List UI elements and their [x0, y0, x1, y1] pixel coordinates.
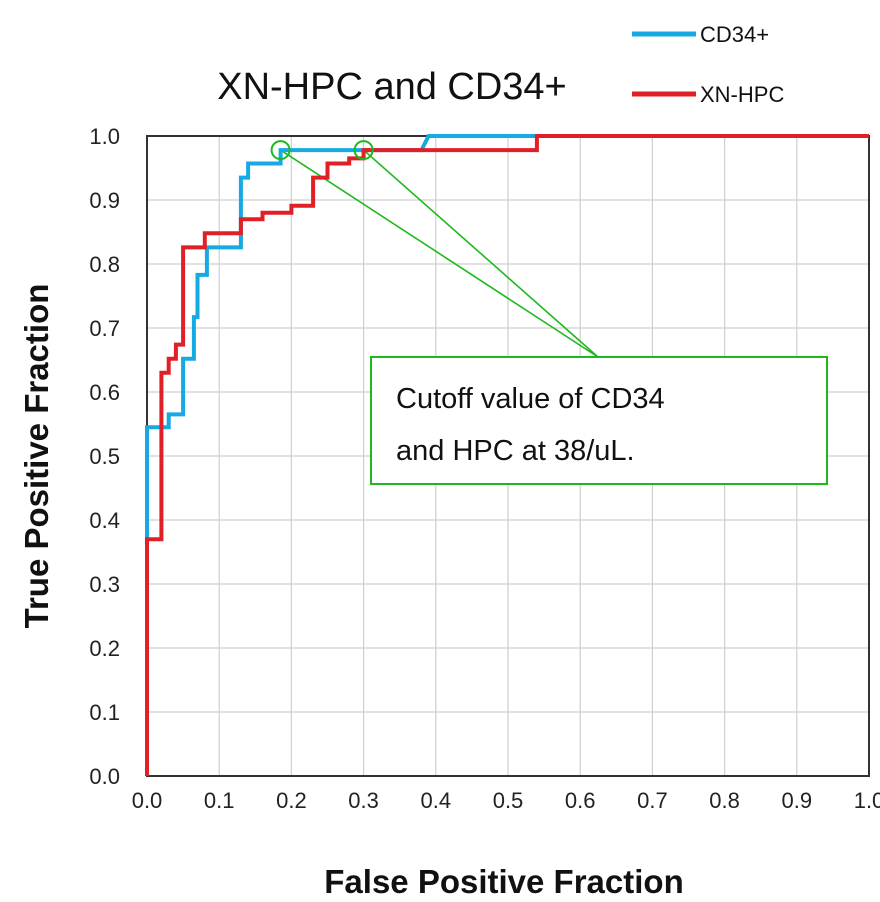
- annotation-box-border: [370, 356, 828, 485]
- legend-label-xn-hpc: XN-HPC: [700, 82, 784, 107]
- y-tick-label: 0.5: [89, 444, 120, 469]
- cutoff-markers: [270, 140, 374, 161]
- x-tick-label: 0.8: [709, 788, 740, 813]
- cutoff-marker: [353, 140, 374, 161]
- x-tick-label: 0.3: [348, 788, 379, 813]
- y-tick-label: 0.0: [89, 764, 120, 789]
- y-tick-label: 0.6: [89, 380, 120, 405]
- y-tick-label: 0.4: [89, 508, 120, 533]
- y-tick-label: 0.7: [89, 316, 120, 341]
- x-axis-title: False Positive Fraction: [324, 863, 683, 900]
- x-axis-ticks: 0.0 0.1 0.2 0.3 0.4 0.5 0.6 0.7 0.8 0.9 1.0: [132, 788, 880, 813]
- y-axis-ticks: 0.0 0.1 0.2 0.3 0.4 0.5 0.6 0.7 0.8 0.9 1.0: [89, 124, 120, 789]
- annotation-leader-lines: [280, 149, 599, 358]
- annotation-text-line2: and HPC at 38/uL.: [396, 435, 635, 467]
- y-tick-label: 0.8: [89, 252, 120, 277]
- y-tick-label: 0.3: [89, 572, 120, 597]
- annotation-leader-line: [363, 149, 599, 358]
- x-tick-label: 0.0: [132, 788, 163, 813]
- series-line-cd34: [145, 134, 869, 776]
- y-tick-label: 1.0: [89, 124, 120, 149]
- x-tick-label: 0.2: [276, 788, 307, 813]
- annotation-box: Cutoff value of CD34 and HPC at 38/uL.: [370, 356, 828, 485]
- legend-label-cd34: CD34+: [700, 22, 769, 47]
- x-tick-label: 0.1: [204, 788, 235, 813]
- series-line-xn-hpc: [145, 134, 869, 776]
- x-tick-label: 0.7: [637, 788, 668, 813]
- x-tick-label: 0.5: [493, 788, 524, 813]
- x-tick-label: 0.4: [421, 788, 452, 813]
- annotation-text-line1: Cutoff value of CD34: [396, 383, 665, 415]
- y-tick-label: 0.9: [89, 188, 120, 213]
- y-tick-label: 0.2: [89, 636, 120, 661]
- series-layer: [145, 134, 869, 776]
- x-tick-label: 0.6: [565, 788, 596, 813]
- y-tick-label: 0.1: [89, 700, 120, 725]
- x-tick-label: 1.0: [854, 788, 880, 813]
- cutoff-marker: [270, 140, 291, 161]
- annotation-leader-line: [280, 149, 599, 358]
- legend: CD34+ XN-HPC: [632, 22, 784, 107]
- chart-title: XN-HPC and CD34+: [217, 66, 567, 108]
- y-axis-title: True Positive Fraction: [18, 284, 55, 629]
- x-tick-label: 0.9: [782, 788, 813, 813]
